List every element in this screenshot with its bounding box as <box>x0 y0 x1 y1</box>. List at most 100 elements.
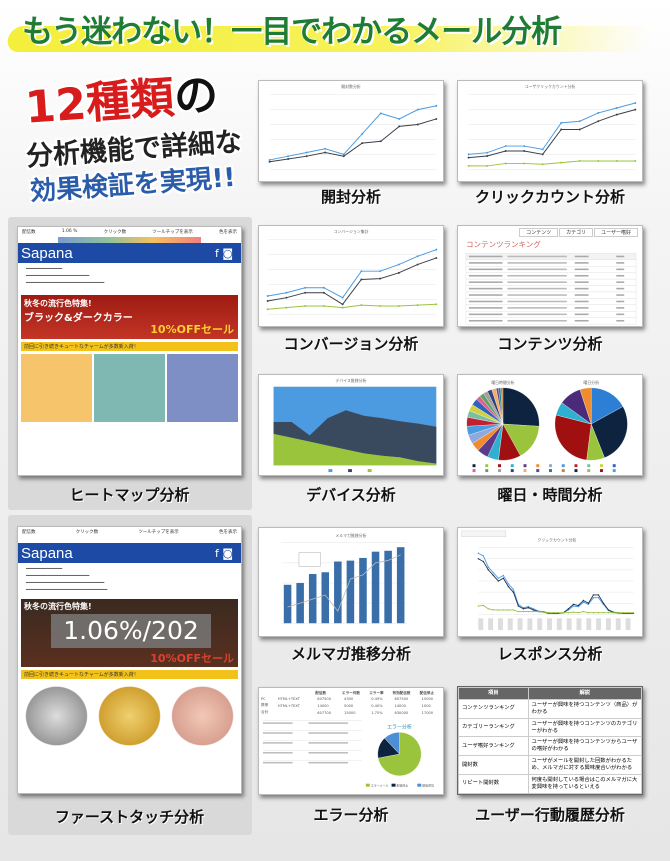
legend-swatch <box>328 469 333 473</box>
data-point <box>507 583 510 585</box>
history-row: コンテンツランキング ユーザーが興味を持つコンテンツ（商品）がわかる <box>458 698 642 719</box>
data-point <box>497 580 500 582</box>
legend-label: 配信成功 <box>422 783 434 788</box>
weekday-chart[interactable]: 曜日時間分析 曜日分析 <box>457 374 643 476</box>
legend-swatch <box>348 469 352 473</box>
data-point <box>379 277 382 280</box>
legend-swatch <box>549 464 552 468</box>
data-point <box>612 612 615 614</box>
data-point <box>592 597 595 599</box>
header-desc: 解説 <box>527 687 642 700</box>
legend-swatch <box>498 464 501 468</box>
data-point <box>597 159 600 162</box>
data-point <box>577 612 580 614</box>
data-point <box>304 286 307 289</box>
data-point <box>486 164 489 167</box>
data-point <box>602 602 605 604</box>
tab-preference[interactable]: ユーザー嗜好 <box>594 228 638 237</box>
data-point <box>522 610 525 613</box>
legend-swatch <box>574 464 578 468</box>
click-overlay: 1.06%/202 <box>51 614 211 648</box>
product-2[interactable] <box>94 682 165 750</box>
data-point <box>567 608 570 610</box>
product-3[interactable] <box>167 682 238 750</box>
data-point <box>304 291 307 294</box>
data-point <box>507 609 510 611</box>
conversion-chart[interactable]: コンバージョン集計 <box>258 225 444 327</box>
data-point <box>552 612 555 614</box>
data-point <box>379 270 382 273</box>
product-3[interactable] <box>167 354 238 422</box>
data-point <box>512 591 515 593</box>
data-point <box>324 151 327 154</box>
bar <box>371 551 380 624</box>
tab-category[interactable]: カテゴリ <box>559 228 594 237</box>
tooltip-button[interactable]: ツールチップを表示 <box>138 530 179 535</box>
click-chart[interactable]: ユーザクリックカウント分析 <box>457 80 643 182</box>
data-point <box>416 255 419 258</box>
contents-thumbnail[interactable]: コンテンツ カテゴリ ユーザー嗜好 コンテンツランキング <box>457 225 643 327</box>
x-tick-label <box>517 618 523 631</box>
error-row: 携帯 HTML+TEXT 14000 5000 0.40% 14000 1000 <box>259 702 443 709</box>
area-featurephone <box>273 433 437 466</box>
pie-slice <box>590 406 628 458</box>
cell-url <box>507 313 567 316</box>
data-point <box>562 612 565 614</box>
color-button[interactable]: 色を表示 <box>218 530 237 535</box>
product-1[interactable] <box>21 354 92 422</box>
data-point <box>582 599 585 602</box>
banner-title: 秋冬の流行色特集! <box>24 602 92 611</box>
series-line-2 <box>468 160 636 167</box>
data-point <box>398 117 401 120</box>
banner-sale: 10%OFFセール <box>150 652 234 665</box>
firsttouch-thumbnail[interactable]: 配信数 クリック数 ツールチップを表示 色を表示 Sapana f ◙ ━━━━━━━━… <box>17 526 242 794</box>
legend-swatch <box>587 464 591 468</box>
data-point <box>578 159 581 162</box>
data-point <box>266 300 269 302</box>
error-row: 合計 607700 15000 1.75% 630000 17000 <box>259 709 443 716</box>
click-label: クリック数 <box>75 530 99 535</box>
row-item: リピート開封数 <box>458 773 529 794</box>
data-point <box>397 271 400 274</box>
mailmag-chart[interactable]: メルマガ推移分析 <box>258 527 444 637</box>
cell-url <box>507 287 567 290</box>
heatmap-thumbnail[interactable]: 配信数 1.06 % クリック数 ツールチップを表示 色を表示 Sapana f ◙ ━━… <box>17 226 242 476</box>
device-chart[interactable]: デバイス推移分析 <box>258 374 444 476</box>
data-point <box>304 304 307 307</box>
tab-contents[interactable]: コンテンツ <box>519 228 559 237</box>
x-tick-label <box>537 618 543 631</box>
row-item: ユーザ嗜好ランキング <box>458 736 529 757</box>
x-tick-label <box>497 618 503 631</box>
chart-title: 曜日時間分析 <box>491 380 515 385</box>
x-tick-label <box>625 618 631 631</box>
data-point <box>578 120 581 123</box>
cell-count <box>616 319 625 322</box>
tooltip-button[interactable]: ツールチップを表示 <box>152 230 193 235</box>
x-tick-label <box>596 618 602 631</box>
bar <box>283 584 292 624</box>
product-1[interactable] <box>21 682 92 750</box>
legend-swatch <box>600 469 603 473</box>
response-chart[interactable]: クリックカウント分析 <box>457 527 643 637</box>
data-point <box>379 304 382 307</box>
cell-name <box>468 281 503 283</box>
data-point <box>547 612 550 614</box>
color-button[interactable]: 色を表示 <box>218 230 237 235</box>
detail-text <box>308 722 349 724</box>
cell-value <box>574 294 589 296</box>
error-thumbnail[interactable]: 配信数 エラー件数 エラー率 有効配信数 配信停止 PC HTML+TEXT 607500 43… <box>258 687 444 795</box>
data-point <box>492 574 495 577</box>
data-point <box>342 153 345 156</box>
data-point <box>416 263 419 266</box>
error-cell: 1.75% <box>371 710 383 715</box>
data-point <box>578 128 581 131</box>
x-tick-label <box>488 618 494 631</box>
error-header: エラー件数 <box>342 691 361 695</box>
product-2[interactable] <box>94 354 165 422</box>
legend-swatch <box>498 469 501 473</box>
detail-text <box>308 761 349 764</box>
x-tick-label <box>507 618 513 631</box>
open-chart[interactable]: 開封数分析 <box>258 80 444 182</box>
data-point <box>398 125 401 128</box>
history-thumbnail[interactable]: 項目 解説 コンテンツランキング ユーザーが興味を持つコンテンツ（商品）がわかる カテゴ… <box>457 686 643 795</box>
